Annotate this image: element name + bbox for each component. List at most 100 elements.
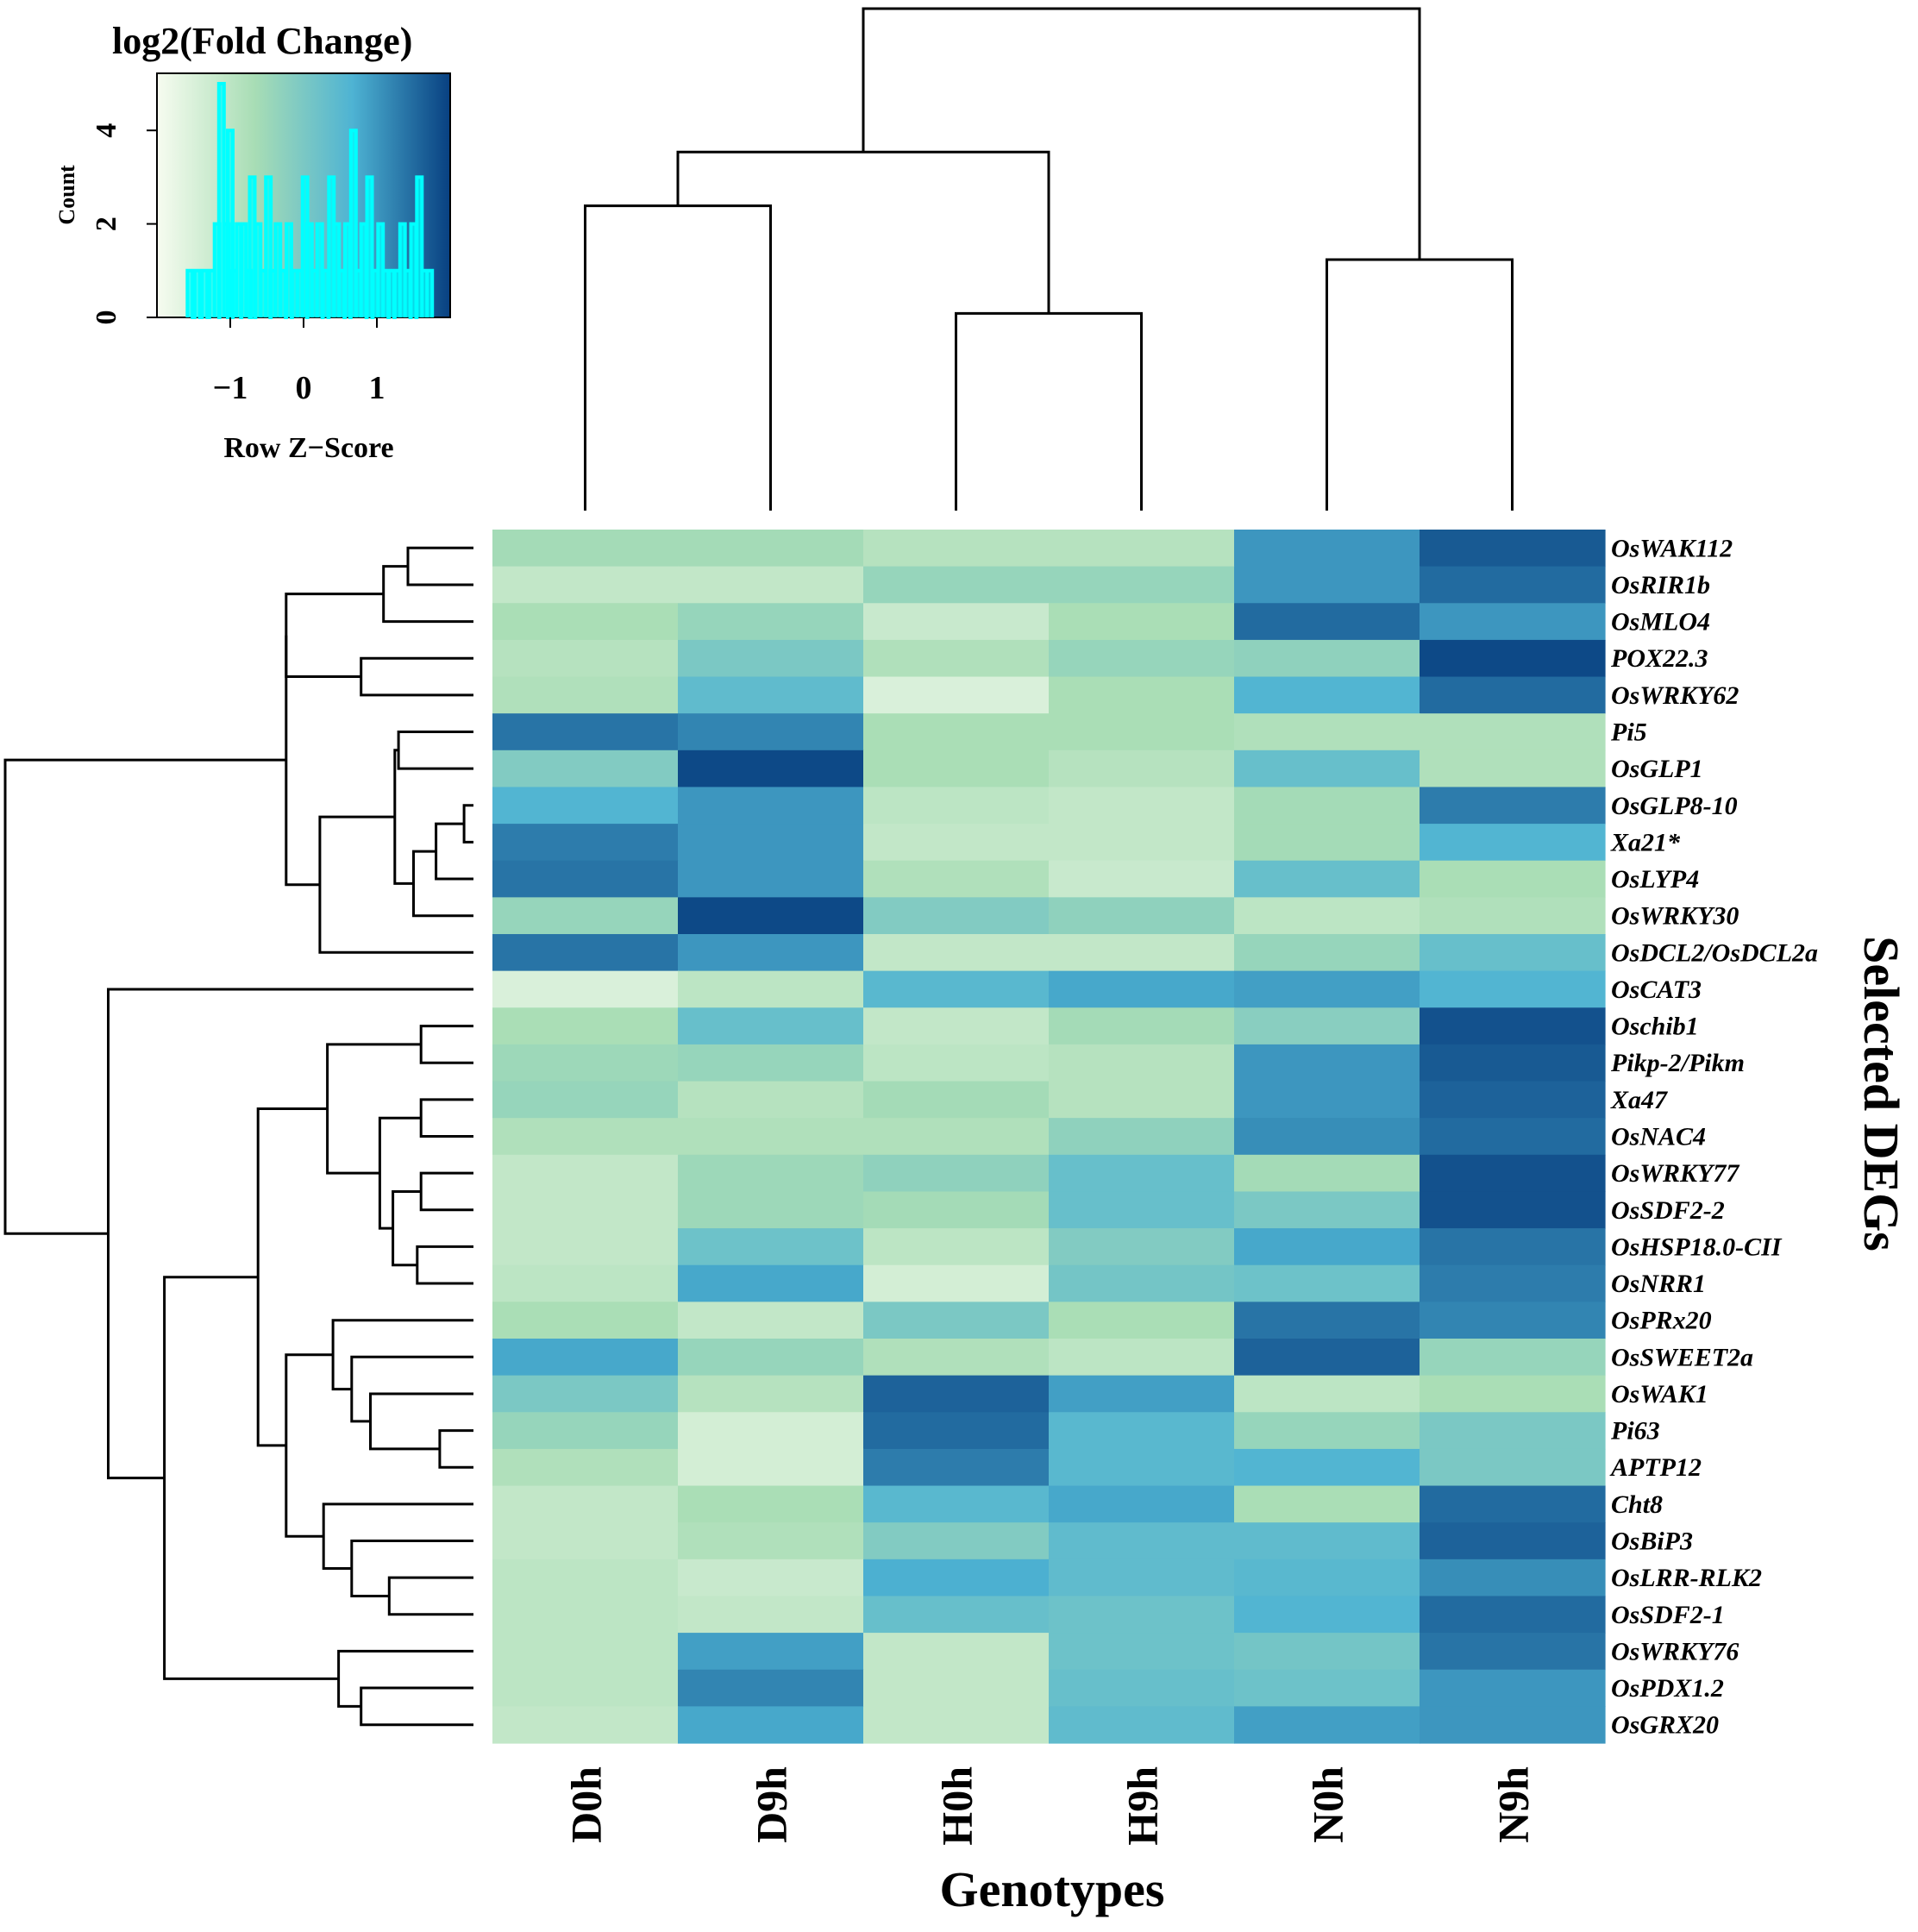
heatmap-cell	[678, 1596, 864, 1634]
heatmap-cell	[678, 1448, 864, 1487]
heatmap-cell	[1049, 1339, 1235, 1377]
heatmap-cell	[678, 1485, 864, 1523]
heatmap-cell	[1049, 1669, 1235, 1707]
heatmap-cell	[1420, 676, 1606, 714]
heatmap-cell	[1049, 1118, 1235, 1156]
heatmap-cell	[678, 1633, 864, 1671]
row-dendrogram-link	[256, 1107, 328, 1447]
row-dendrogram-link	[438, 1429, 473, 1469]
row-label: Pi63	[1610, 1417, 1660, 1446]
heatmap-cell	[492, 639, 679, 678]
x-axis-title: Genotypes	[940, 1861, 1165, 1917]
row-dendrogram-link	[360, 656, 473, 697]
heatmap-cell	[492, 750, 679, 788]
row-dendrogram-link	[435, 822, 473, 881]
heatmap-cell	[863, 1154, 1050, 1193]
heatmap-cell	[678, 1264, 864, 1302]
heatmap-cell	[1234, 530, 1420, 568]
column-label: H0h	[933, 1766, 981, 1846]
color-key-histogram-bar	[422, 270, 428, 317]
color-key-ylabel: Count	[54, 165, 79, 225]
heatmap-cell	[492, 787, 679, 825]
heatmap-cell	[1049, 1007, 1235, 1045]
heatmap-cell	[678, 1706, 864, 1744]
heatmap-cell	[678, 897, 864, 935]
row-dendrogram-link	[285, 593, 384, 678]
row-dendrogram-link	[382, 565, 473, 624]
color-key-histogram-bar	[355, 270, 361, 317]
heatmap-cell	[1234, 970, 1420, 1008]
heatmap-cell	[1420, 1339, 1606, 1377]
row-label: OsWRKY30	[1611, 902, 1739, 931]
heatmap-cell	[492, 1448, 679, 1487]
heatmap-cell	[1049, 934, 1235, 972]
heatmap-cell	[1234, 1044, 1420, 1082]
heatmap-cell	[492, 1081, 679, 1119]
heatmap-cell	[1420, 1191, 1606, 1229]
heatmap-cell	[678, 1228, 864, 1266]
color-key-title: log2(Fold Change)	[112, 20, 412, 62]
row-label: OsSDF2-2	[1611, 1196, 1725, 1225]
heatmap-cell	[863, 1081, 1050, 1119]
heatmap-cell	[1234, 1412, 1420, 1450]
heatmap-cell	[678, 860, 864, 898]
color-key-y-tick-label: 0	[91, 310, 122, 325]
heatmap-cell	[1420, 787, 1606, 825]
heatmap-cell	[863, 1339, 1050, 1377]
row-label: OsDCL2/OsDCL2a	[1611, 938, 1818, 967]
heatmap-cell	[1049, 860, 1235, 898]
heatmap-cell	[1049, 750, 1235, 788]
heatmap-cell	[1420, 1302, 1606, 1339]
heatmap-cell	[1234, 566, 1420, 604]
heatmap-cells	[492, 530, 1606, 1744]
heatmap-cell	[1234, 1264, 1420, 1302]
heatmap-cell	[863, 750, 1050, 788]
heatmap-cell	[678, 1339, 864, 1377]
color-key-histogram-bar	[236, 223, 242, 317]
color-key-histogram-bar	[202, 270, 208, 317]
row-labels: OsWAK112 OsRIR1b OsMLO4 POX22.3 OsWRKY62 Pi5 O…	[1609, 534, 1818, 1739]
color-key-histogram-bar	[399, 223, 405, 317]
heatmap-cell	[1420, 1669, 1606, 1707]
heatmap-cell	[678, 787, 864, 825]
heatmap-cell	[492, 603, 679, 641]
heatmap-cell	[1234, 1154, 1420, 1193]
color-key-histogram-bar	[383, 270, 389, 317]
row-label: Xa21*	[1610, 828, 1681, 856]
heatmap-cell	[678, 566, 864, 604]
row-dendrogram-link	[350, 1540, 473, 1597]
heatmap-cell	[1420, 824, 1606, 862]
heatmap-cell	[1420, 1559, 1606, 1597]
heatmap-cell	[1420, 603, 1606, 641]
row-label: POX22.3	[1610, 644, 1708, 673]
heatmap-cell	[678, 1007, 864, 1045]
heatmap-cell	[678, 970, 864, 1008]
heatmap-cell	[1420, 1485, 1606, 1523]
column-label: D9h	[748, 1766, 796, 1843]
heatmap-cell	[1049, 970, 1235, 1008]
heatmap-cell	[863, 639, 1050, 678]
row-label: OsWRKY77	[1611, 1159, 1739, 1188]
color-key-histogram-bar	[378, 223, 384, 317]
heatmap-cell	[1049, 676, 1235, 714]
color-key-histogram-bar	[255, 223, 261, 317]
color-key-histogram-bar	[339, 270, 345, 317]
row-dendrogram-link	[462, 804, 473, 844]
column-label: N0h	[1304, 1766, 1352, 1843]
column-dendrogram-link	[1326, 258, 1514, 511]
color-key-histogram-bar	[334, 223, 340, 317]
column-dendrogram-link	[955, 311, 1143, 511]
color-key-histogram-bar	[317, 223, 323, 317]
row-dendrogram	[3, 546, 473, 1727]
heatmap-cell	[1234, 1302, 1420, 1339]
heatmap-cell	[1049, 1264, 1235, 1302]
row-label: OsHSP18.0-CII	[1611, 1233, 1783, 1261]
row-label: Pi5	[1610, 718, 1647, 747]
color-key-histogram-bar	[427, 270, 433, 317]
heatmap-cell	[1420, 1375, 1606, 1413]
row-label: OsGLP1	[1611, 755, 1703, 783]
heatmap-cell	[492, 1375, 679, 1413]
heatmap-cell	[863, 824, 1050, 862]
heatmap-cell	[1049, 1485, 1235, 1523]
column-dendrogram-link	[676, 150, 1050, 314]
